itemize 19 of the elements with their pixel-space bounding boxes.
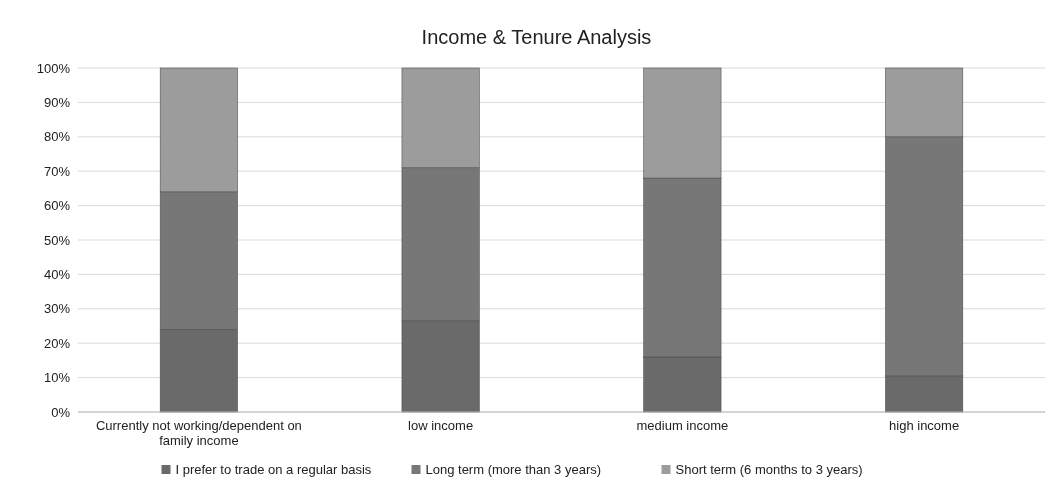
y-tick-label: 100%: [36, 60, 71, 76]
legend-label: Short term (6 months to 3 years): [675, 462, 863, 477]
y-tick-label: 70%: [43, 163, 71, 179]
y-tick-label: 40%: [43, 266, 71, 282]
y-tick-label: 30%: [43, 301, 71, 317]
legend-label: Long term (more than 3 years): [425, 462, 602, 477]
y-tick-label: 80%: [43, 129, 71, 145]
y-tick-label: 0%: [51, 404, 71, 420]
chart-title: Income & Tenure Analysis: [421, 26, 652, 48]
y-tick-label: 90%: [43, 94, 71, 110]
x-tick-label: medium income: [636, 418, 729, 433]
legend-label: I prefer to trade on a regular basis: [175, 462, 372, 477]
x-tick-label: Currently not working/dependent on family income: [95, 418, 302, 448]
y-tick-label: 50%: [43, 232, 71, 248]
y-tick-label: 10%: [43, 370, 71, 386]
y-tick-label: 60%: [43, 198, 71, 214]
x-tick-label: high income: [889, 418, 960, 433]
y-tick-label: 20%: [43, 335, 71, 351]
x-tick-label: low income: [408, 418, 474, 433]
